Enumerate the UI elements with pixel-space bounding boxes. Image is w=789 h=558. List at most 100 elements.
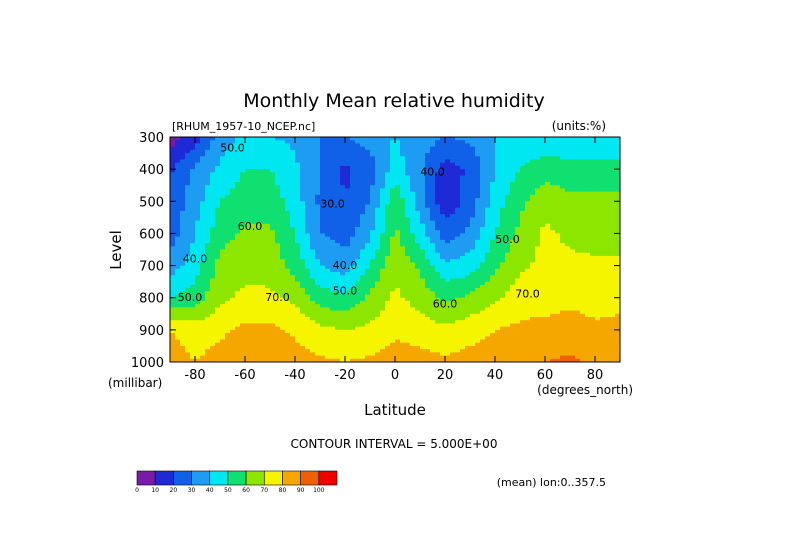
heat-cell xyxy=(430,185,436,190)
heat-cell xyxy=(570,204,576,209)
heat-cell xyxy=(595,288,601,292)
heat-cell xyxy=(230,149,236,154)
heat-cell xyxy=(245,249,251,254)
heat-cell xyxy=(435,284,441,289)
heat-cell xyxy=(360,265,366,270)
heat-cell xyxy=(390,262,396,267)
heat-cell xyxy=(300,146,306,151)
heat-cell xyxy=(585,230,591,235)
heat-cell xyxy=(525,233,531,238)
heat-cell xyxy=(540,223,546,228)
heat-cell xyxy=(540,198,546,202)
heat-cell xyxy=(205,259,211,263)
heat-cell xyxy=(325,146,331,151)
heat-cell xyxy=(545,249,551,254)
heat-cell xyxy=(340,153,346,157)
heat-cell xyxy=(610,153,616,157)
heat-cell xyxy=(550,210,556,215)
heat-cell xyxy=(195,272,201,276)
heat-cell xyxy=(255,243,261,247)
heat-cell xyxy=(460,291,466,296)
heat-cell xyxy=(365,230,371,235)
heat-cell xyxy=(365,162,371,167)
heat-cell xyxy=(430,191,436,196)
heat-cell xyxy=(295,198,301,202)
heat-cell xyxy=(485,201,491,206)
heat-cell xyxy=(575,259,581,263)
heat-cell xyxy=(300,153,306,157)
heat-cell xyxy=(460,207,466,212)
heat-cell xyxy=(495,217,501,222)
heat-cell xyxy=(295,175,301,180)
heat-cell xyxy=(445,191,451,196)
heat-cell xyxy=(590,304,596,308)
heat-cell xyxy=(450,281,456,286)
heat-cell xyxy=(190,288,196,292)
heat-cell xyxy=(320,207,326,212)
heat-cell xyxy=(605,227,611,231)
heat-cell xyxy=(345,243,351,247)
heat-cell xyxy=(535,236,541,241)
heat-cell xyxy=(245,188,251,193)
heat-cell xyxy=(250,207,256,212)
heat-cell xyxy=(195,307,201,312)
heat-cell xyxy=(265,204,271,209)
heat-cell xyxy=(425,153,431,157)
heat-cell xyxy=(175,230,181,235)
heat-cell xyxy=(455,217,461,222)
heat-cell xyxy=(215,159,221,164)
heat-cell xyxy=(345,284,351,289)
heat-cell xyxy=(230,243,236,247)
heat-cell xyxy=(180,259,186,263)
heat-cell xyxy=(580,233,586,238)
heat-cell xyxy=(295,288,301,292)
heat-cell xyxy=(530,178,536,183)
heat-cell xyxy=(325,281,331,286)
heat-cell xyxy=(555,230,561,235)
heat-cell xyxy=(315,143,321,148)
heat-cell xyxy=(440,140,446,145)
heat-cell xyxy=(225,300,231,305)
heat-cell xyxy=(360,156,366,161)
heat-cell xyxy=(475,252,481,257)
heat-cell xyxy=(355,182,361,186)
heat-cell xyxy=(395,146,401,151)
heat-cell xyxy=(335,169,341,173)
heat-cell xyxy=(170,182,176,186)
heat-cell xyxy=(525,310,531,315)
heat-cell xyxy=(440,143,446,148)
heat-cell xyxy=(425,275,431,280)
heat-cell xyxy=(245,313,251,318)
heat-cell xyxy=(240,153,246,157)
heat-cell xyxy=(505,153,511,157)
heat-cell xyxy=(595,214,601,218)
heat-cell xyxy=(260,201,266,206)
heat-cell xyxy=(585,188,591,193)
heat-cell xyxy=(415,230,421,235)
heat-cell xyxy=(555,243,561,247)
heat-cell xyxy=(240,214,246,218)
heat-cell xyxy=(580,223,586,228)
heat-cell xyxy=(465,310,471,315)
heat-cell xyxy=(350,165,356,170)
heat-cell xyxy=(520,178,526,183)
heat-cell xyxy=(540,220,546,225)
heat-cell xyxy=(440,217,446,222)
heat-cell xyxy=(510,291,516,296)
heat-cell xyxy=(280,175,286,180)
heat-cell xyxy=(520,194,526,199)
heat-cell xyxy=(200,162,206,167)
heat-cell xyxy=(465,159,471,164)
heat-cell xyxy=(185,288,191,292)
heat-cell xyxy=(550,259,556,263)
units-label: (units:%) xyxy=(552,119,606,133)
heat-cell xyxy=(190,169,196,173)
heat-cell xyxy=(450,239,456,244)
heat-cell xyxy=(420,300,426,305)
heat-cell xyxy=(505,178,511,183)
heat-cell xyxy=(555,233,561,238)
heat-cell xyxy=(270,159,276,164)
heat-cell xyxy=(320,185,326,190)
heat-cell xyxy=(310,194,316,199)
heat-cell xyxy=(355,198,361,202)
